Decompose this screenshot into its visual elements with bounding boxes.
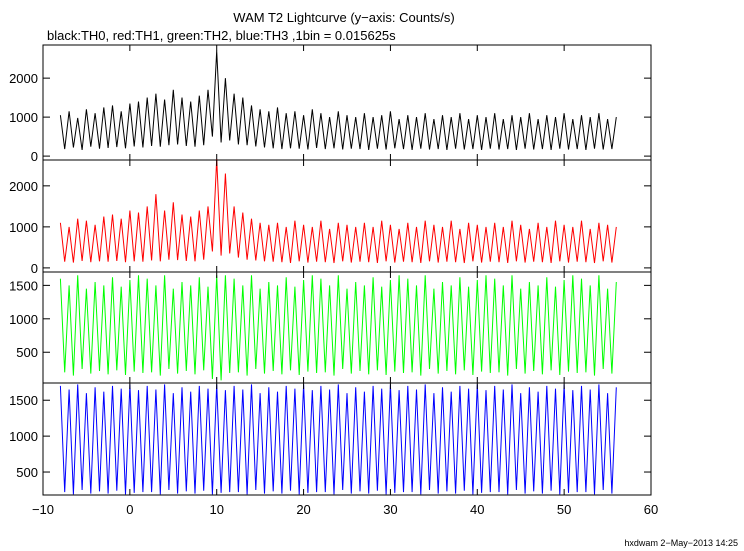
chart-subtitle: black:TH0, red:TH1, green:TH2, blue:TH3 …: [47, 28, 396, 43]
x-tick-label: 0: [126, 502, 133, 517]
y-tick-label: 0: [31, 149, 38, 164]
y-tick-label: 1500: [9, 393, 38, 408]
x-tick-label: 20: [296, 502, 310, 517]
lightcurve: [59, 50, 617, 150]
panel-frame: [42, 159, 652, 273]
x-tick-label: 10: [209, 502, 223, 517]
x-tick-label: 50: [557, 502, 571, 517]
lightcurve: [59, 159, 617, 264]
x-tick-label: 40: [470, 502, 484, 517]
y-tick-label: 500: [16, 465, 38, 480]
panel-frame: [42, 382, 652, 496]
lightcurve: [59, 384, 617, 495]
x-tick-label: 30: [383, 502, 397, 517]
y-tick-label: 500: [16, 345, 38, 360]
x-tick-label: −10: [32, 502, 54, 517]
x-tick-label: 60: [644, 502, 658, 517]
y-tick-label: 1000: [9, 429, 38, 444]
y-tick-label: 1000: [9, 312, 38, 327]
y-tick-label: 0: [31, 261, 38, 276]
chart-title: WAM T2 Lightcurve (y−axis: Counts/s): [233, 10, 454, 25]
y-tick-label: 2000: [9, 179, 38, 194]
lightcurve: [59, 275, 617, 381]
y-tick-label: 2000: [9, 71, 38, 86]
y-tick-label: 1000: [9, 220, 38, 235]
y-tick-label: 1500: [9, 278, 38, 293]
footer: hxdwam 2−May−2013 14:25: [624, 538, 738, 548]
y-tick-label: 1000: [9, 110, 38, 125]
